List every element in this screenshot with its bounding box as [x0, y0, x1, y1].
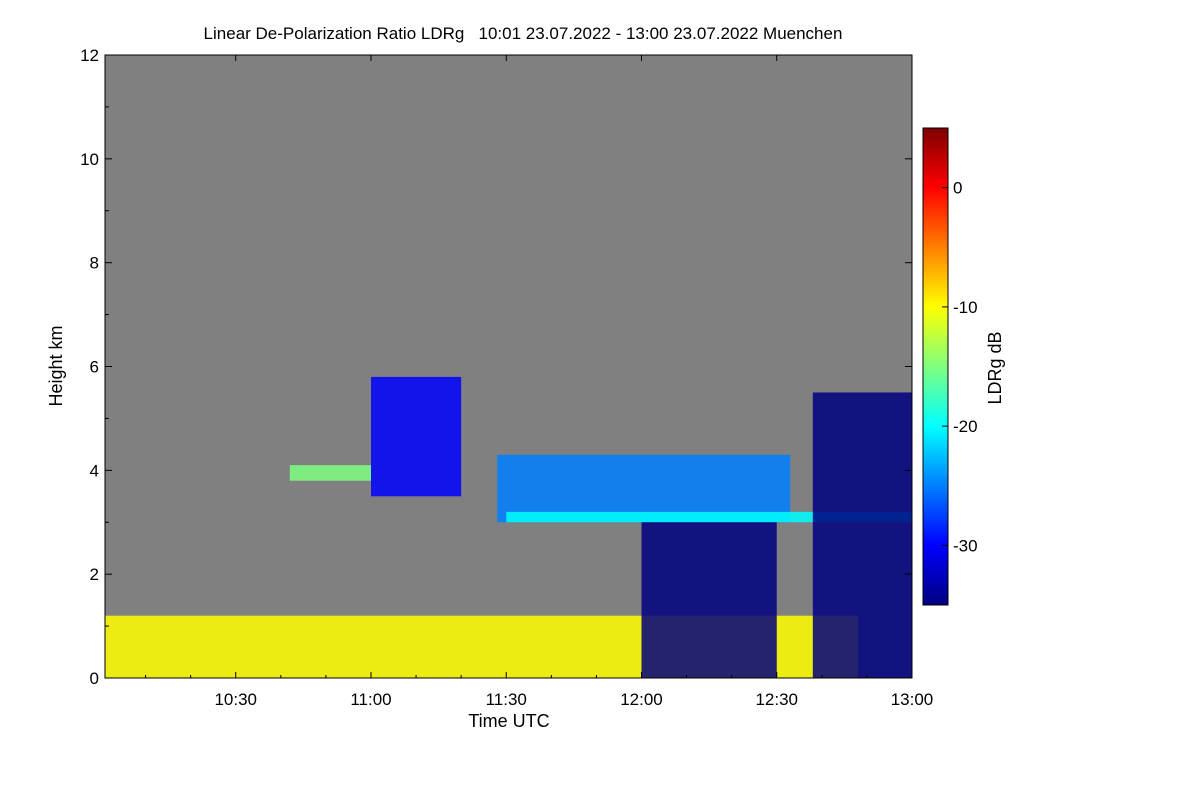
colorbar-tick-label: -30 [953, 536, 978, 555]
colorbar-ticks: 0 -10 -20 -30 [942, 179, 978, 555]
feature-ice-virga [370, 376, 462, 497]
x-axis-label: Time UTC [468, 711, 549, 731]
colorbar-gradient [922, 127, 949, 606]
feature-deep-cloud [812, 392, 912, 678]
colorbar-tick-label: 0 [953, 179, 962, 198]
colorbar: 0 -10 -20 -30 LDRg dB [922, 127, 1005, 606]
plot-area [104, 54, 913, 679]
feature-precipitation-fall-streaks [641, 522, 777, 678]
y-axis: 0 2 4 6 8 10 12 [80, 46, 912, 688]
heatmap-features [105, 376, 912, 678]
x-tick-label: 11:00 [350, 690, 391, 709]
feature-cloud-base-line [506, 511, 912, 523]
y-tick-label: 4 [90, 461, 99, 480]
chart-title: Linear De-Polarization Ratio LDRg 10:01 … [204, 24, 843, 43]
colorbar-label: LDRg dB [985, 331, 1005, 404]
x-tick-label: 11:30 [486, 690, 527, 709]
y-axis-label: Height km [46, 325, 66, 406]
x-tick-label: 10:30 [214, 690, 257, 709]
colorbar-tick-label: -10 [953, 298, 978, 317]
feature-thin-layer [289, 465, 371, 481]
y-tick-label: 0 [90, 669, 99, 688]
y-tick-label: 2 [90, 565, 99, 584]
plot-background [105, 55, 912, 678]
x-tick-label: 12:30 [755, 690, 798, 709]
y-tick-label: 8 [90, 254, 99, 273]
colorbar-tick-label: -20 [953, 417, 978, 436]
y-tick-label: 6 [90, 358, 99, 377]
feature-cloud-layer [497, 454, 791, 523]
x-tick-label: 12:00 [620, 690, 663, 709]
y-tick-label: 12 [80, 46, 99, 65]
y-tick-label: 10 [80, 150, 99, 169]
x-tick-label: 13:00 [891, 690, 934, 709]
x-axis: 10:30 11:00 11:30 12:00 12:30 13:00 [145, 55, 934, 709]
